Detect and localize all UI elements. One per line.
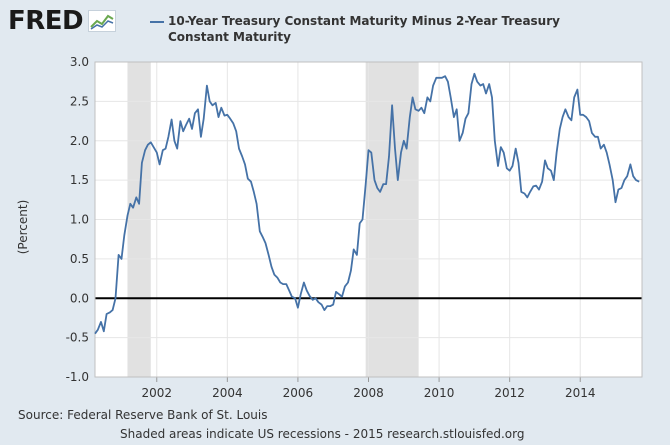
y-tick-label: 2.0: [70, 134, 89, 148]
x-tick-label: 2002: [141, 386, 172, 400]
y-tick-label: 0.0: [70, 291, 89, 305]
x-tick-label: 2014: [565, 386, 596, 400]
y-tick-label: 3.0: [70, 55, 89, 69]
legend-label: 10-Year Treasury Constant Maturity Minus…: [168, 14, 560, 44]
legend-swatch: [150, 21, 164, 23]
y-tick-label: -0.5: [66, 331, 89, 345]
y-tick-label: -1.0: [66, 370, 89, 384]
source-note: Source: Federal Reserve Bank of St. Loui…: [18, 408, 268, 422]
x-tick-label: 2012: [494, 386, 525, 400]
fred-logo-graph-icon: [88, 10, 116, 32]
fred-logo: FRED: [8, 6, 84, 36]
y-tick-label: 0.5: [70, 252, 89, 266]
y-tick-label: 1.5: [70, 173, 89, 187]
plot-border: [94, 61, 643, 378]
x-tick-label: 2010: [424, 386, 455, 400]
y-tick-label: 1.0: [70, 213, 89, 227]
x-tick-label: 2008: [353, 386, 384, 400]
recession-note: Shaded areas indicate US recessions - 20…: [120, 427, 525, 441]
chart-header: FRED 10-Year Treasury Constant Maturity …: [0, 0, 670, 56]
x-tick-label: 2006: [283, 386, 314, 400]
series-line: [94, 72, 640, 335]
y-tick-label: 2.5: [70, 94, 89, 108]
x-tick-label: 2004: [212, 386, 243, 400]
